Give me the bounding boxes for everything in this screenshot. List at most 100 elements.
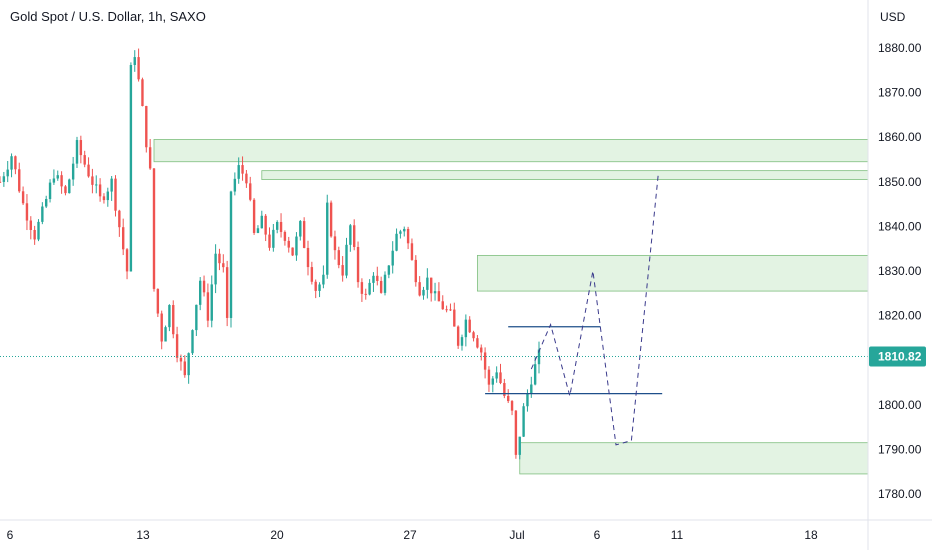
x-tick-label: 13 bbox=[136, 528, 150, 542]
candle-body bbox=[175, 334, 179, 358]
candle-body bbox=[345, 244, 348, 276]
x-tick-label: 27 bbox=[403, 528, 417, 542]
candle-body bbox=[403, 228, 406, 232]
candle-body bbox=[225, 267, 229, 318]
zone-1[interactable] bbox=[153, 139, 869, 163]
x-tick-label: 18 bbox=[804, 528, 818, 542]
candle-body bbox=[83, 155, 86, 165]
candle-body bbox=[406, 228, 410, 244]
candle-body bbox=[272, 229, 275, 248]
x-tick-label: 11 bbox=[671, 528, 684, 542]
candle-body bbox=[125, 249, 129, 272]
candle-body bbox=[187, 353, 190, 376]
time-axis[interactable]: 6 13 20 27 Jul 6 11 18 bbox=[7, 528, 818, 542]
zone-3[interactable] bbox=[476, 254, 869, 292]
candle-body bbox=[141, 79, 144, 107]
projection-layer bbox=[530, 172, 659, 446]
candle-body bbox=[530, 384, 533, 394]
candle-body bbox=[480, 347, 483, 353]
candle-body bbox=[368, 282, 371, 295]
candle-body bbox=[60, 175, 63, 187]
candle-body bbox=[318, 284, 321, 291]
candle-body bbox=[41, 206, 44, 222]
candle-body bbox=[183, 361, 186, 376]
candle-body bbox=[268, 234, 271, 248]
candle-body bbox=[441, 301, 444, 310]
candle-body bbox=[326, 202, 329, 275]
last-price-badge-bg bbox=[869, 346, 926, 367]
candle-body bbox=[376, 275, 379, 281]
candle-body bbox=[279, 221, 283, 232]
candle-body bbox=[137, 57, 140, 80]
candle-body bbox=[430, 277, 433, 294]
candle-body bbox=[337, 250, 340, 266]
projection-path[interactable] bbox=[530, 172, 659, 446]
candle-body bbox=[37, 221, 40, 240]
candle-body bbox=[2, 176, 6, 182]
y-tick-label: 1870.00 bbox=[878, 86, 922, 100]
candle-body bbox=[499, 372, 502, 384]
y-tick-label: 1820.00 bbox=[878, 309, 922, 323]
candle-body bbox=[260, 215, 263, 229]
candle-body bbox=[148, 147, 152, 169]
candle-body bbox=[122, 227, 125, 250]
candle-body bbox=[87, 164, 90, 177]
candle-body bbox=[295, 236, 298, 256]
candle-body bbox=[191, 330, 194, 354]
candle-body bbox=[291, 247, 294, 256]
candle-body bbox=[276, 221, 279, 230]
candle-body bbox=[91, 176, 94, 185]
candle-body bbox=[314, 281, 317, 291]
y-tick-label: 1880.00 bbox=[878, 41, 922, 55]
candle-body bbox=[360, 282, 364, 294]
candle-body bbox=[341, 265, 344, 276]
candle-body bbox=[445, 309, 448, 311]
candle-body bbox=[145, 106, 148, 148]
y-tick-label: 1860.00 bbox=[878, 130, 922, 144]
candle-body bbox=[414, 259, 417, 283]
candle-body bbox=[453, 309, 456, 327]
candle-body bbox=[426, 277, 429, 290]
candle-body bbox=[379, 280, 383, 293]
zone-2[interactable] bbox=[261, 170, 869, 180]
candle-body bbox=[418, 282, 421, 296]
candle-body bbox=[160, 313, 163, 342]
last-price-value: 1810.82 bbox=[878, 350, 922, 364]
candle-body bbox=[472, 332, 475, 339]
y-tick-label: 1800.00 bbox=[878, 398, 922, 412]
candle-body bbox=[14, 156, 17, 170]
candle-body bbox=[152, 168, 156, 289]
candle-body bbox=[110, 178, 113, 192]
y-tick-label: 1830.00 bbox=[878, 264, 922, 278]
candle-body bbox=[537, 349, 541, 365]
y-tick-label: 1780.00 bbox=[878, 487, 922, 501]
candle-body bbox=[210, 284, 213, 321]
candle-body bbox=[75, 140, 79, 164]
last-price-badge: 1810.82 bbox=[869, 346, 926, 367]
candle-body bbox=[29, 220, 32, 230]
candle-body bbox=[56, 175, 59, 179]
candle-body bbox=[422, 289, 425, 296]
candle-body bbox=[195, 304, 198, 331]
zone-4[interactable] bbox=[519, 442, 869, 475]
candle-body bbox=[460, 337, 464, 346]
candle-body bbox=[522, 406, 525, 437]
candle-body bbox=[306, 247, 310, 268]
candle-body bbox=[264, 215, 267, 235]
candle-body bbox=[245, 173, 248, 184]
x-tick-label: Jul bbox=[509, 528, 524, 542]
candle-body bbox=[206, 292, 210, 321]
x-tick-label: 6 bbox=[7, 528, 14, 542]
candle-body bbox=[102, 196, 106, 201]
candle-body bbox=[433, 291, 437, 294]
candle-body bbox=[510, 401, 514, 411]
candle-body bbox=[222, 263, 225, 268]
candle-body bbox=[395, 233, 398, 251]
candle-body bbox=[353, 225, 356, 247]
candle-body bbox=[514, 410, 518, 455]
candle-body bbox=[302, 221, 306, 248]
candle-body bbox=[491, 378, 494, 385]
candle-body bbox=[214, 253, 217, 285]
